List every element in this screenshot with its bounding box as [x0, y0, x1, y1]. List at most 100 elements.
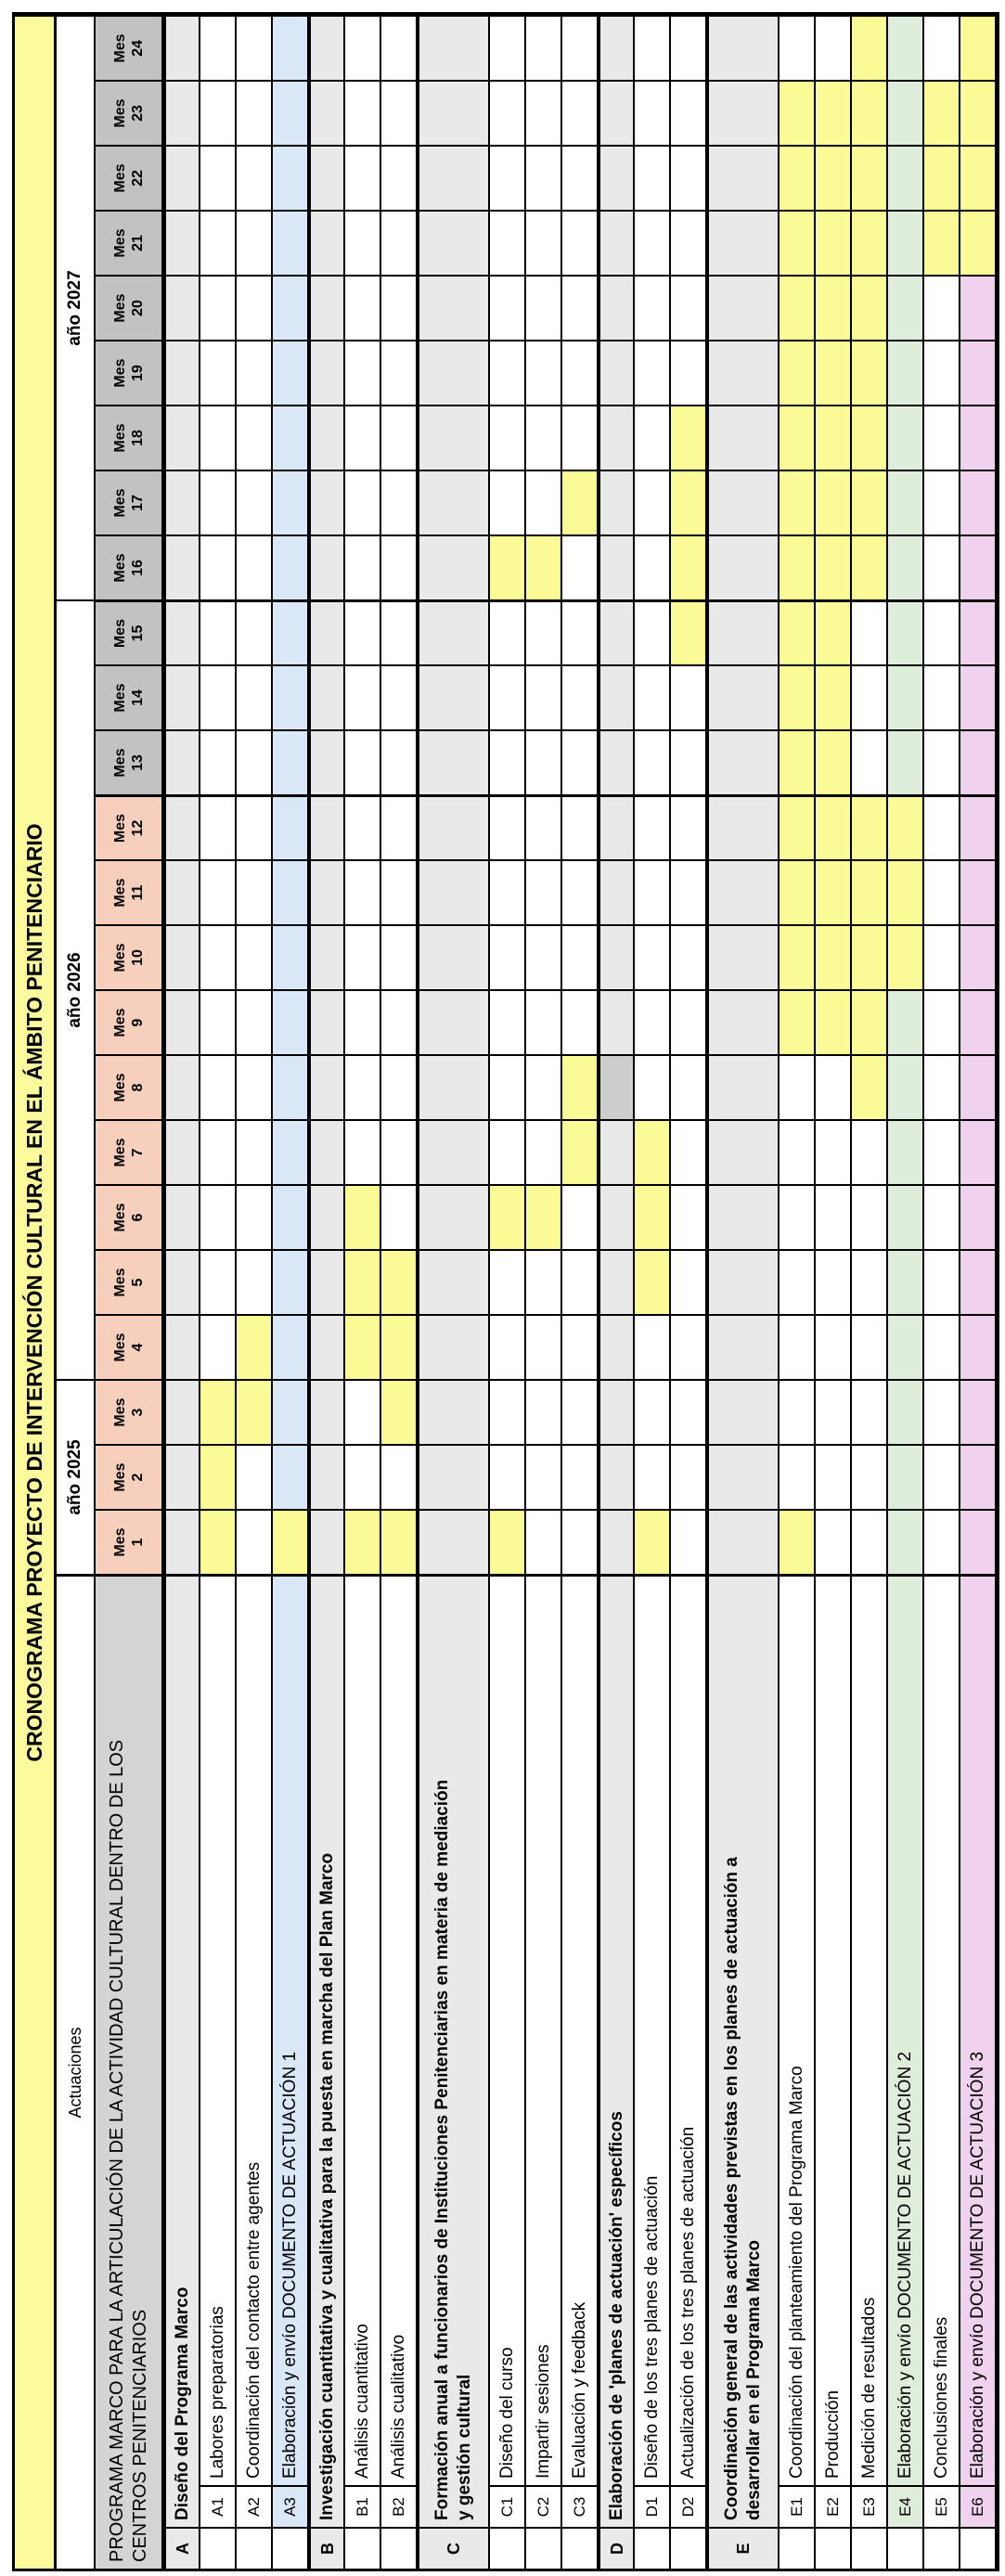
gantt-cell: [635, 989, 671, 1054]
gantt-cell: [562, 1119, 599, 1184]
gantt-cell: [237, 1054, 273, 1119]
gantt-cell: [562, 729, 599, 794]
gantt-cell: [345, 340, 381, 405]
gantt-cell: [562, 1314, 599, 1379]
gantt-cell: [237, 210, 273, 275]
gantt-cell: [237, 1509, 273, 1574]
gantt-cell: [237, 15, 273, 80]
gantt-cell: [888, 1054, 924, 1119]
gantt-cell: [164, 405, 200, 470]
gantt-cell: [671, 859, 707, 924]
gantt-cell: [164, 924, 200, 989]
month-header: Mes 7: [96, 1119, 164, 1184]
gantt-cell: [780, 1249, 816, 1314]
gantt-cell: [309, 15, 345, 80]
gantt-cell: [671, 15, 707, 80]
gantt-cell: [273, 210, 309, 275]
gantt-cell: [599, 15, 635, 80]
month-header: Mes 13: [96, 729, 164, 794]
gantt-cell: [924, 1249, 960, 1314]
gantt-cell: [345, 1444, 381, 1509]
gantt-cell: [635, 1379, 671, 1444]
row-letter-cell: [816, 2527, 852, 2569]
gantt-cell: [888, 470, 924, 535]
gantt-cell: [526, 859, 562, 924]
gantt-cell: [816, 535, 852, 599]
section-row-label: Elaboración de 'planes de actuación' esp…: [599, 1574, 635, 2527]
month-header-number: 3: [129, 1408, 146, 1417]
gantt-cell: [671, 1314, 707, 1379]
gantt-cell: [345, 275, 381, 340]
gantt-cell: [924, 145, 960, 210]
gantt-cell: [309, 470, 345, 535]
gantt-cell: [164, 794, 200, 859]
gantt-cell: [164, 15, 200, 80]
gantt-cell: [852, 599, 888, 664]
month-header-prefix: Mes: [111, 813, 128, 844]
gantt-cell: [309, 924, 345, 989]
gantt-cell: [164, 1184, 200, 1249]
gantt-cell: [924, 1119, 960, 1184]
gantt-cell: [200, 729, 237, 794]
month-header-prefix: Mes: [111, 618, 128, 649]
gantt-cell: [562, 405, 599, 470]
month-header: Mes 2: [96, 1444, 164, 1509]
gantt-cell: [960, 210, 997, 275]
gantt-cell: [671, 1249, 707, 1314]
gantt-cell: [780, 664, 816, 729]
row-letter-cell: [960, 2527, 997, 2569]
gantt-cell: [345, 859, 381, 924]
gantt-cell: [526, 729, 562, 794]
gantt-cell: [888, 210, 924, 275]
row-code: C2: [526, 2485, 562, 2527]
gantt-cell: [707, 1054, 780, 1119]
gantt-cell: [381, 1249, 418, 1314]
gantt-cell: [671, 1509, 707, 1574]
gantt-cell: [562, 340, 599, 405]
gantt-cell: [671, 405, 707, 470]
gantt-cell: [237, 275, 273, 340]
gantt-cell: [888, 340, 924, 405]
gantt-cell: [888, 15, 924, 80]
gantt-cell: [780, 340, 816, 405]
gantt-cell: [490, 80, 526, 145]
gantt-cell: [381, 794, 418, 859]
gantt-cell: [490, 989, 526, 1054]
month-header-prefix: Mes: [111, 293, 128, 323]
gantt-cell: [635, 210, 671, 275]
section-row-label: Formación anual a funcionarios de Instit…: [418, 1574, 490, 2527]
gantt-cell: [562, 535, 599, 599]
gantt-cell: [381, 1054, 418, 1119]
gantt-cell: [780, 1184, 816, 1249]
gantt-cell: [526, 664, 562, 729]
gantt-cell: [671, 145, 707, 210]
gantt-cell: [526, 15, 562, 80]
gantt-cell: [164, 1379, 200, 1444]
chart-title: CRONOGRAMA PROYECTO DE INTERVENCIÓN CULT…: [15, 15, 57, 2569]
gantt-cell: [164, 80, 200, 145]
gantt-cell: [852, 664, 888, 729]
gantt-cell: [309, 794, 345, 859]
gantt-cell: [816, 599, 852, 664]
month-header: Mes 23: [96, 80, 164, 145]
gantt-cell: [381, 80, 418, 145]
gantt-cell: [273, 275, 309, 340]
gantt-cell: [381, 924, 418, 989]
gantt-cell: [924, 1444, 960, 1509]
gantt-cell: [164, 1509, 200, 1574]
month-header-prefix: Mes: [111, 98, 128, 128]
month-header-number: 1: [129, 1538, 146, 1547]
gantt-cell: [490, 1379, 526, 1444]
gantt-cell: [960, 80, 997, 145]
month-header-number: 7: [129, 1148, 146, 1157]
gantt-cell: [345, 989, 381, 1054]
gantt-cell: [599, 989, 635, 1054]
row-code: A2: [237, 2485, 273, 2527]
row-label: Elaboración y envío DOCUMENTO DE ACTUACI…: [960, 1574, 997, 2485]
row-letter-cell: [888, 2527, 924, 2569]
month-header: Mes 6: [96, 1184, 164, 1249]
gantt-cell: [237, 1444, 273, 1509]
gantt-cell: [490, 924, 526, 989]
gantt-cell: [562, 1379, 599, 1444]
